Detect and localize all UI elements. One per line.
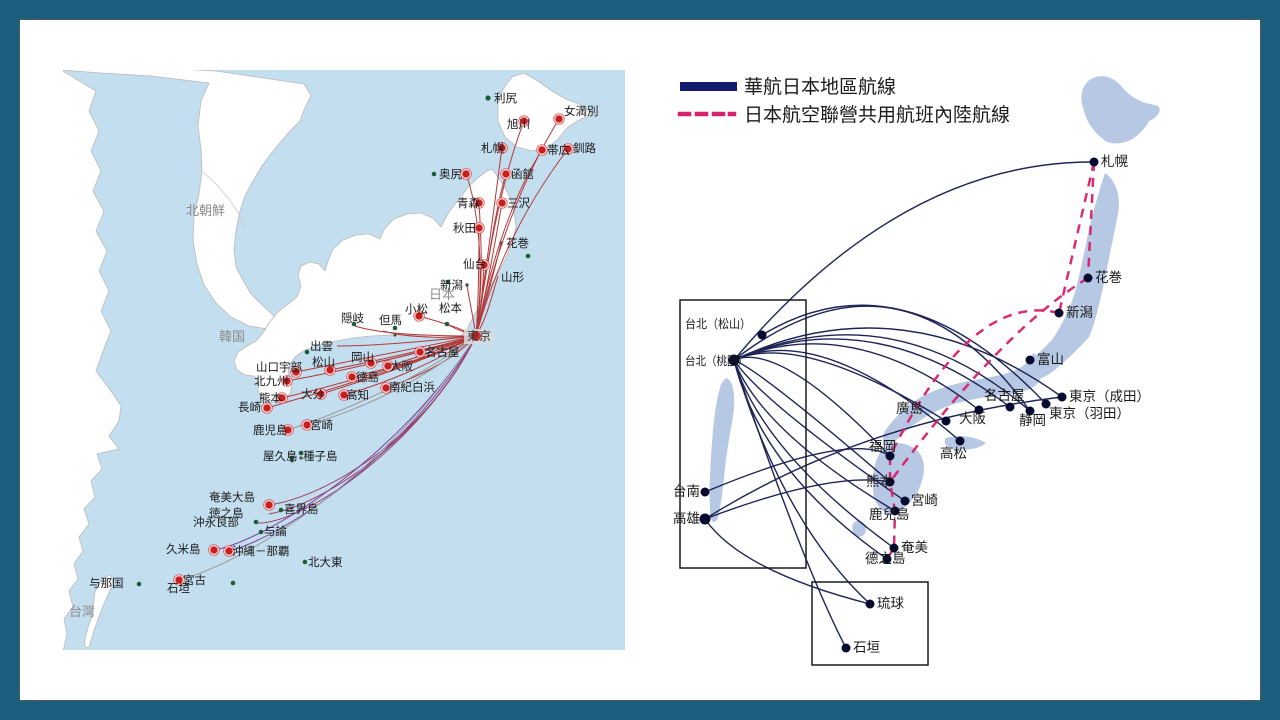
svg-text:新潟: 新潟 [1066,305,1093,320]
svg-text:福岡: 福岡 [869,439,896,454]
svg-text:仙台: 仙台 [463,257,486,271]
svg-text:台北（桃園）: 台北（桃園） [685,353,748,368]
svg-text:但馬: 但馬 [379,314,402,327]
svg-text:喜界島: 喜界島 [284,502,319,516]
svg-text:名古屋: 名古屋 [425,345,460,359]
svg-text:種子島: 種子島 [303,449,338,463]
svg-text:三沢: 三沢 [507,196,530,210]
svg-text:台灣: 台灣 [69,604,95,619]
svg-text:鹿児島: 鹿児島 [253,423,288,437]
svg-text:東京: 東京 [467,329,491,343]
svg-text:秋田: 秋田 [453,221,476,235]
svg-text:東京（成田）: 東京（成田） [1069,389,1150,404]
svg-text:北九州: 北九州 [254,375,289,388]
svg-text:日本航空聯營共用航班內陸航線: 日本航空聯營共用航班內陸航線 [744,104,1010,126]
svg-text:沖縄－那覇: 沖縄－那覇 [232,544,290,558]
svg-text:熊本: 熊本 [866,474,894,489]
svg-text:松本: 松本 [439,301,462,315]
svg-text:岡山: 岡山 [351,351,374,364]
svg-text:長崎: 長崎 [238,400,261,414]
svg-text:琉球: 琉球 [877,596,905,611]
svg-text:久米島: 久米島 [166,542,201,556]
svg-text:奥尻: 奥尻 [439,167,462,181]
svg-text:台南: 台南 [673,484,700,499]
svg-text:女満別: 女満別 [564,104,599,118]
svg-text:宮古: 宮古 [183,573,206,587]
svg-text:帯広: 帯広 [547,144,570,157]
svg-text:華航日本地區航線: 華航日本地區航線 [744,76,896,98]
svg-text:出雲: 出雲 [310,339,333,353]
svg-text:宮崎: 宮崎 [310,418,333,432]
svg-text:高雄: 高雄 [673,510,700,526]
svg-text:北大東: 北大東 [308,555,343,569]
svg-text:大阪: 大阪 [390,359,413,373]
svg-text:函館: 函館 [511,167,534,181]
svg-text:韓国: 韓国 [219,329,245,344]
svg-text:奄美大島: 奄美大島 [209,490,255,504]
svg-text:沖永良部: 沖永良部 [193,515,239,529]
svg-text:新潟: 新潟 [440,278,463,292]
svg-text:札幌: 札幌 [1101,154,1129,169]
svg-text:德之島: 德之島 [865,551,906,566]
svg-text:鹿兒島: 鹿兒島 [869,506,910,522]
svg-text:静岡: 静岡 [1019,413,1046,428]
svg-text:松山: 松山 [312,355,335,369]
svg-text:高松: 高松 [940,445,967,461]
svg-text:大阪: 大阪 [959,411,987,426]
svg-text:大分: 大分 [301,387,324,401]
svg-text:台北（松山）: 台北（松山） [685,316,751,331]
svg-text:青森: 青森 [457,196,480,210]
svg-text:花巻: 花巻 [506,237,529,250]
svg-text:熊本: 熊本 [259,391,282,405]
svg-text:石垣: 石垣 [853,640,880,655]
svg-text:廣島: 廣島 [896,400,923,416]
svg-text:高知: 高知 [346,388,369,402]
svg-text:旭川: 旭川 [507,118,530,131]
svg-text:山口宇部: 山口宇部 [256,360,302,374]
svg-text:利尻: 利尻 [494,92,517,105]
svg-text:名古屋: 名古屋 [984,388,1025,403]
svg-text:札幌: 札幌 [481,141,504,155]
svg-text:与論: 与論 [264,524,287,538]
svg-text:富山: 富山 [1037,351,1064,367]
svg-text:花巻: 花巻 [1095,270,1123,285]
svg-text:小松: 小松 [405,302,428,316]
svg-text:屋久島: 屋久島 [263,449,298,463]
svg-text:東京（羽田）: 東京（羽田） [1049,406,1130,421]
svg-text:宮崎: 宮崎 [911,493,938,508]
svg-text:釧路: 釧路 [573,141,596,155]
svg-text:北朝鮮: 北朝鮮 [186,203,225,218]
svg-text:徳島: 徳島 [356,370,379,384]
svg-text:与那国: 与那国 [89,577,124,590]
svg-text:南紀白浜: 南紀白浜 [389,380,435,394]
svg-text:隠岐: 隠岐 [341,312,364,325]
svg-text:山形: 山形 [501,271,524,284]
